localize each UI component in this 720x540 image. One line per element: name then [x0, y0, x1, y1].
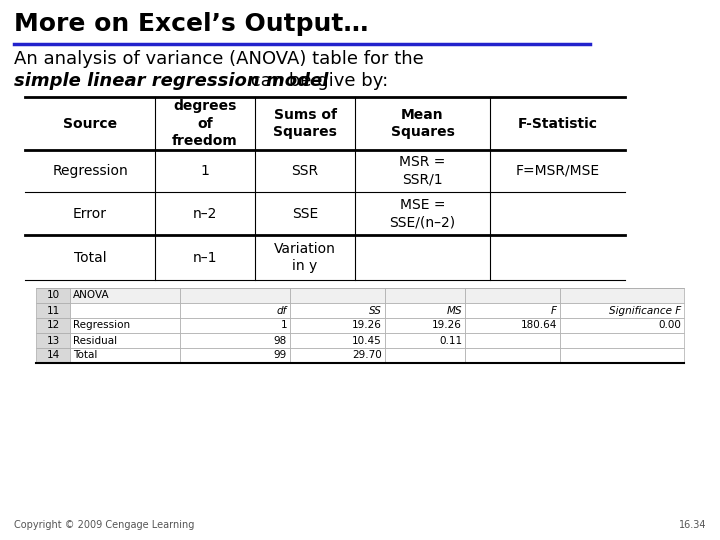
Bar [70, 303, 180, 318]
Text: 180.64: 180.64 [521, 321, 557, 330]
Text: 12: 12 [46, 321, 60, 330]
Bar [180, 318, 290, 333]
Bar [560, 303, 684, 318]
Bar [290, 348, 385, 363]
Bar [70, 333, 180, 348]
Bar [385, 333, 465, 348]
Bar [36, 303, 70, 318]
Text: 10.45: 10.45 [352, 335, 382, 346]
Bar [385, 288, 465, 303]
Text: 99: 99 [274, 350, 287, 361]
Text: 11: 11 [46, 306, 60, 315]
Text: Mean
Squares: Mean Squares [390, 108, 454, 139]
Text: 0.11: 0.11 [439, 335, 462, 346]
Text: 1: 1 [280, 321, 287, 330]
Text: 29.70: 29.70 [352, 350, 382, 361]
Bar [36, 333, 70, 348]
Text: F=MSR/MSE: F=MSR/MSE [516, 164, 600, 178]
Bar [465, 318, 560, 333]
Text: SSE: SSE [292, 206, 318, 220]
Text: 0.00: 0.00 [658, 321, 681, 330]
Text: 19.26: 19.26 [352, 321, 382, 330]
Text: Copyright © 2009 Cengage Learning: Copyright © 2009 Cengage Learning [14, 520, 194, 530]
Bar [70, 348, 180, 363]
Text: can be give by:: can be give by: [245, 72, 388, 90]
Bar [36, 318, 70, 333]
Text: Source: Source [63, 117, 117, 131]
Text: SS: SS [369, 306, 382, 315]
Text: SSR: SSR [292, 164, 318, 178]
Text: MSE =
SSE/(n–2): MSE = SSE/(n–2) [390, 198, 456, 229]
Text: simple linear regression model: simple linear regression model [14, 72, 328, 90]
Text: Significance F: Significance F [608, 306, 681, 315]
Bar [385, 303, 465, 318]
Text: Sums of
Squares: Sums of Squares [273, 108, 337, 139]
Bar [70, 288, 180, 303]
Text: 19.26: 19.26 [432, 321, 462, 330]
Bar [70, 318, 180, 333]
Text: Total: Total [73, 251, 107, 265]
Text: An analysis of variance (ANOVA) table for the: An analysis of variance (ANOVA) table fo… [14, 50, 424, 68]
Text: Total: Total [73, 350, 97, 361]
Bar [290, 318, 385, 333]
Text: Variation
in y: Variation in y [274, 242, 336, 273]
Text: Regression: Regression [52, 164, 128, 178]
Bar [560, 318, 684, 333]
Bar [180, 348, 290, 363]
Bar [290, 333, 385, 348]
Bar [180, 288, 290, 303]
Text: 98: 98 [274, 335, 287, 346]
Text: degrees
of
freedom: degrees of freedom [172, 99, 238, 148]
Bar [385, 318, 465, 333]
Bar [560, 333, 684, 348]
Text: More on Excel’s Output…: More on Excel’s Output… [14, 12, 369, 36]
Text: ANOVA: ANOVA [73, 291, 109, 300]
Bar [465, 348, 560, 363]
Text: 14: 14 [46, 350, 60, 361]
Text: n–2: n–2 [193, 206, 217, 220]
Bar [560, 288, 684, 303]
Text: Residual: Residual [73, 335, 117, 346]
Text: df: df [276, 306, 287, 315]
Bar [465, 288, 560, 303]
Bar [36, 348, 70, 363]
Bar [180, 303, 290, 318]
Bar [465, 333, 560, 348]
Text: MS: MS [446, 306, 462, 315]
Text: 1: 1 [201, 164, 210, 178]
Text: n–1: n–1 [193, 251, 217, 265]
Bar [36, 288, 70, 303]
Bar [385, 348, 465, 363]
Bar [560, 348, 684, 363]
Text: F: F [551, 306, 557, 315]
Bar [290, 303, 385, 318]
Text: 10: 10 [46, 291, 60, 300]
Text: Error: Error [73, 206, 107, 220]
Text: F-Statistic: F-Statistic [518, 117, 598, 131]
Text: MSR =
SSR/1: MSR = SSR/1 [400, 156, 446, 187]
Text: Regression: Regression [73, 321, 130, 330]
Bar [465, 303, 560, 318]
Text: 13: 13 [46, 335, 60, 346]
Text: 16.34: 16.34 [678, 520, 706, 530]
Bar [290, 288, 385, 303]
Bar [180, 333, 290, 348]
